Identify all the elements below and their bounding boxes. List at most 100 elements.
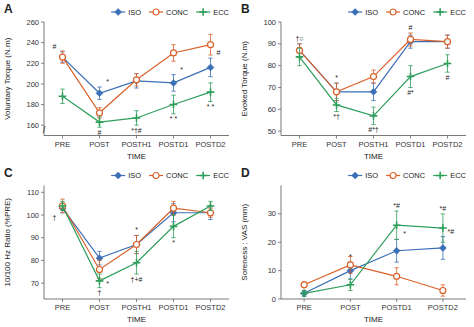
data-point <box>207 88 215 96</box>
series <box>59 83 215 127</box>
legend-marker <box>115 9 122 16</box>
legend-item: CONC <box>386 171 426 180</box>
x-tick-label: POST <box>89 303 110 312</box>
annotation: / <box>43 125 46 135</box>
y-tick <box>278 43 281 44</box>
legend-item: ISO <box>111 8 141 17</box>
annotation: * <box>135 226 138 233</box>
data-point <box>171 205 177 211</box>
chart-figure: A160180200220240260PREPOSTPOSTH1POSTD1PO… <box>0 0 474 327</box>
panel-title: B <box>241 2 250 16</box>
y-tick <box>278 22 281 23</box>
data-point <box>170 79 177 86</box>
data-point <box>394 273 400 279</box>
series <box>301 237 447 297</box>
x-tick <box>210 136 211 139</box>
legend-marker <box>352 172 359 179</box>
y-tick <box>278 213 281 214</box>
y-tick <box>278 87 281 88</box>
x-tick-label: POSTH1 <box>121 140 151 149</box>
error-bar <box>408 33 412 46</box>
y-tick-label: 220 <box>26 59 39 68</box>
x-tick-label: POST <box>340 303 361 312</box>
data-point <box>445 39 451 45</box>
y-axis-label: Voluntary Torque (N.m) <box>3 37 12 119</box>
data-point <box>97 266 103 272</box>
legend-label: ECC <box>213 8 229 17</box>
y-tick-label: 80 <box>268 61 276 70</box>
data-point <box>208 42 214 48</box>
y-tick <box>41 215 44 216</box>
series-line <box>63 45 211 113</box>
x-axis-label: TIME <box>127 315 146 324</box>
annotation: † <box>98 289 102 296</box>
y-tick-label: 100 <box>26 211 39 220</box>
x-tick <box>336 136 337 139</box>
y-tick <box>41 22 44 23</box>
y-tick <box>278 131 281 132</box>
annotation: * <box>335 74 338 81</box>
panel-title: C <box>4 166 13 180</box>
panel: A160180200220240260PREPOSTPOSTH1POSTD1PO… <box>3 2 230 161</box>
y-tick-label: 70 <box>268 83 276 92</box>
annotation: *# <box>393 202 400 209</box>
data-point <box>207 202 215 210</box>
legend-label: CONC <box>166 8 189 17</box>
annotation: *# <box>448 228 455 235</box>
legend-item: CONC <box>386 8 426 17</box>
series <box>296 35 451 100</box>
error-bar <box>445 35 449 48</box>
error-bar <box>441 285 445 296</box>
error-bar <box>371 70 375 83</box>
x-tick-label: POSTD2 <box>432 140 462 149</box>
annotation: # <box>53 43 57 50</box>
data-point <box>134 242 140 248</box>
legend: ISOCONCECC <box>348 171 466 180</box>
data-point <box>296 53 304 61</box>
series-line <box>304 225 443 293</box>
y-tick-label: 80 <box>31 256 39 265</box>
y-tick <box>41 104 44 105</box>
y-tick-label: 200 <box>26 80 39 89</box>
annotation: †+# <box>131 276 143 283</box>
x-tick <box>62 136 63 139</box>
legend-item: CONC <box>149 171 189 180</box>
y-tick-label: 240 <box>26 38 39 47</box>
x-tick <box>99 299 100 302</box>
legend-marker <box>390 9 396 15</box>
annotation: * * <box>207 103 215 110</box>
data-point <box>301 282 307 288</box>
plot-area <box>296 33 452 125</box>
data-point <box>407 73 415 81</box>
legend-label: ISO <box>365 8 378 17</box>
y-tick <box>41 192 44 193</box>
annotation: # <box>217 49 221 56</box>
x-tick <box>442 299 443 302</box>
x-tick-label: POSTD2 <box>428 303 458 312</box>
data-point <box>97 110 103 116</box>
error-bar <box>208 34 212 55</box>
series-line <box>63 206 211 281</box>
data-point <box>133 77 140 84</box>
y-tick <box>41 283 44 284</box>
data-point <box>440 287 446 293</box>
x-tick-label: POSTD2 <box>195 303 225 312</box>
annotation: * <box>403 230 406 237</box>
data-point <box>439 224 447 232</box>
error-bar <box>171 201 175 215</box>
series <box>59 201 215 287</box>
legend-label: ISO <box>128 8 141 17</box>
panel: D0102030PREPOSTPOSTD1POSTD2TIMESoreness … <box>240 166 467 325</box>
x-tick-label: POSTD1 <box>382 303 412 312</box>
series <box>297 33 451 101</box>
legend-item: ISO <box>348 171 378 180</box>
data-point <box>96 118 104 126</box>
x-tick <box>396 299 397 302</box>
legend-marker <box>199 172 207 180</box>
x-tick <box>136 299 137 302</box>
y-tick-label: 10 <box>268 266 276 275</box>
annotation: *†# <box>131 127 142 134</box>
legend-marker <box>352 9 359 16</box>
x-tick <box>299 136 300 139</box>
plot-area <box>300 211 446 297</box>
